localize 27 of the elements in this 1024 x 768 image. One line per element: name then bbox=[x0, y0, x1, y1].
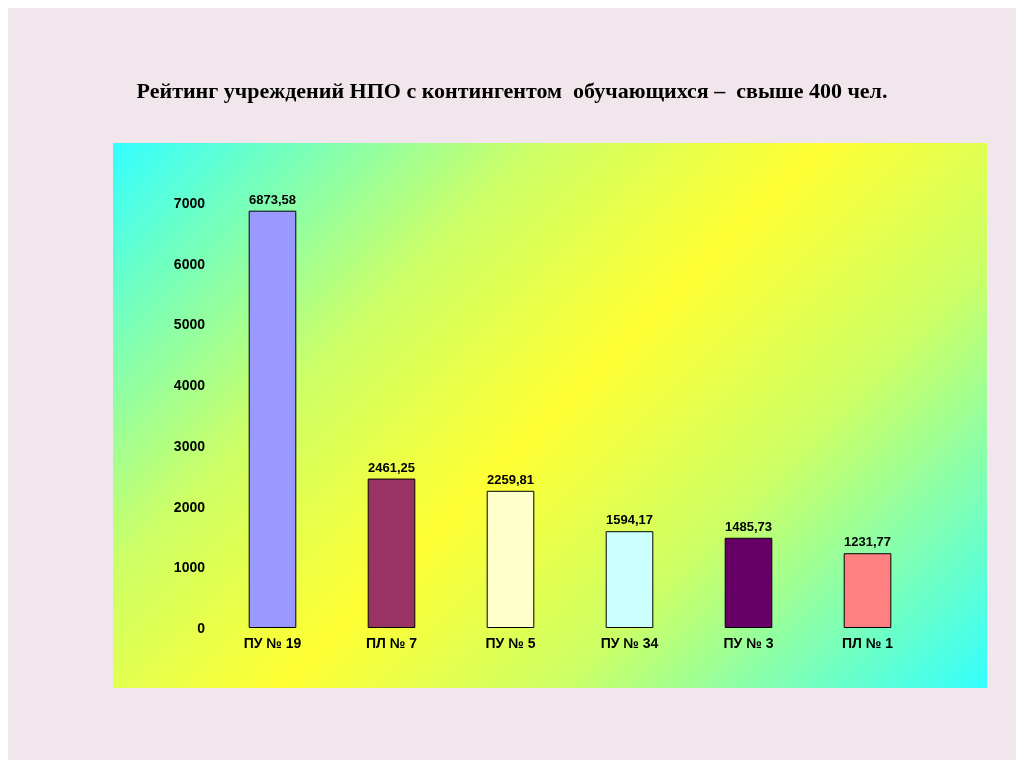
bar bbox=[843, 553, 892, 628]
data-label: 2461,25 bbox=[368, 459, 415, 475]
x-tick-label: ПЛ № 1 bbox=[841, 635, 894, 651]
bar bbox=[367, 478, 416, 628]
y-tick-label: 4000 bbox=[173, 377, 206, 394]
y-tick-label: 0 bbox=[197, 620, 206, 636]
y-tick-label: 1000 bbox=[173, 559, 206, 576]
x-tick-label: ПУ № 3 bbox=[723, 635, 774, 651]
y-tick-label: 6000 bbox=[173, 255, 206, 272]
bar bbox=[605, 531, 654, 628]
y-tick-label: 3000 bbox=[173, 437, 206, 454]
bar bbox=[486, 490, 535, 628]
data-label: 1231,77 bbox=[844, 534, 891, 550]
y-tick-label: 5000 bbox=[173, 316, 206, 333]
bar bbox=[248, 210, 297, 628]
data-label: 6873,58 bbox=[249, 191, 296, 207]
x-tick-label: ПУ № 5 bbox=[485, 635, 536, 651]
x-tick-label: ПЛ № 7 bbox=[365, 635, 418, 651]
bar bbox=[724, 537, 773, 628]
data-label: 1594,17 bbox=[606, 512, 653, 528]
x-tick-label: ПУ № 19 bbox=[243, 635, 302, 651]
x-tick-label: ПУ № 34 bbox=[600, 635, 659, 651]
y-tick-label: 2000 bbox=[173, 498, 206, 515]
data-label: 2259,81 bbox=[487, 471, 534, 487]
y-tick-label: 7000 bbox=[173, 195, 206, 211]
data-label: 1485,73 bbox=[725, 518, 772, 534]
chart-title: Рейтинг учреждений НПО с контингентом обучающихся – свыше 400 чел. bbox=[135, 78, 889, 104]
